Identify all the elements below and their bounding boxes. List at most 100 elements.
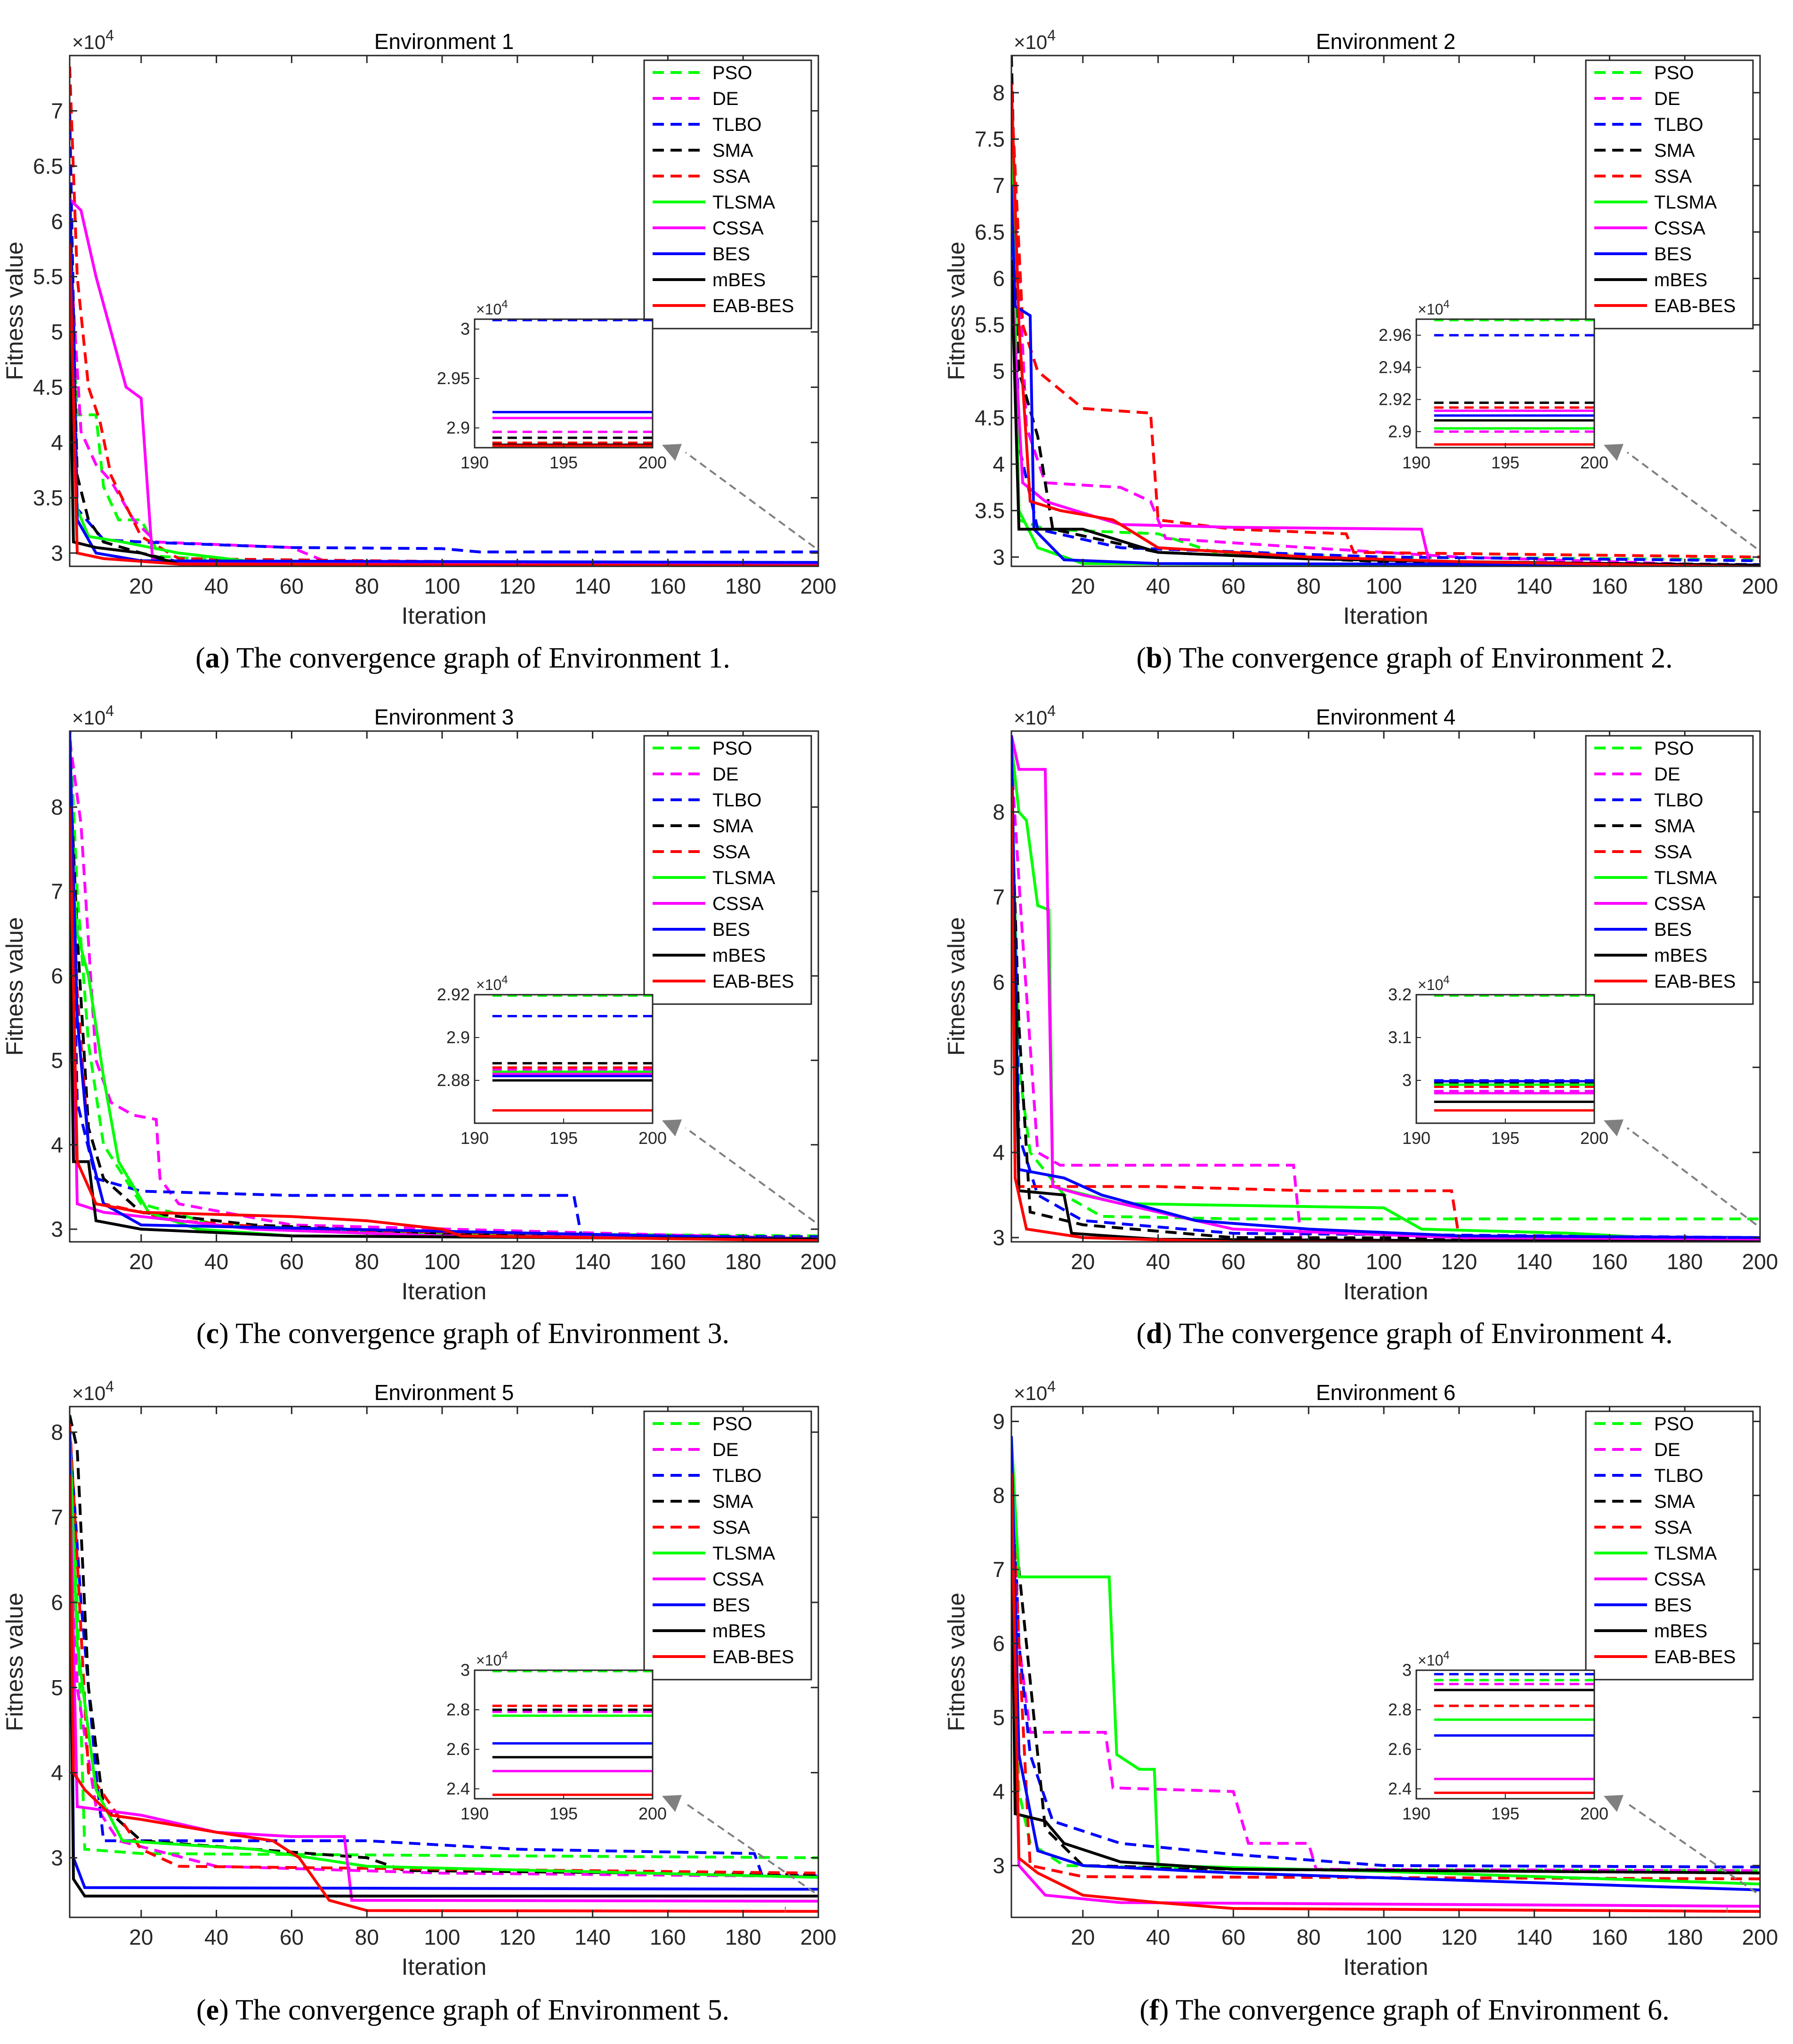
inset-exponent-label: ×104 xyxy=(476,1649,508,1669)
x-tick-label: 20 xyxy=(1071,574,1095,598)
legend-label: DE xyxy=(1654,89,1680,109)
x-tick-label: 200 xyxy=(800,574,837,598)
y-tick-label: 7 xyxy=(51,98,63,123)
y-exponent-label: ×104 xyxy=(72,1378,114,1404)
series-line-cssa xyxy=(70,1474,818,1903)
y-tick-label: 3 xyxy=(993,545,1005,569)
y-tick-label: 6.5 xyxy=(975,220,1005,244)
chart-title: Environment 6 xyxy=(1316,1380,1456,1405)
inset-zoom: 190 195 200 2.9 2.95 3 ×104 xyxy=(437,298,667,472)
inset-x-tick-label: 200 xyxy=(1580,1128,1608,1148)
y-exponent-power: 4 xyxy=(1047,1378,1056,1395)
y-tick-label: 3 xyxy=(51,541,63,565)
x-tick-label: 40 xyxy=(1146,1249,1170,1274)
y-tick-label: 7 xyxy=(993,885,1005,909)
y-tick-label: 6 xyxy=(51,964,63,988)
legend-label: BES xyxy=(712,919,750,940)
x-tick-label: 40 xyxy=(204,1249,228,1274)
zoom-arrowhead xyxy=(1604,1119,1623,1136)
legend-label: TLBO xyxy=(1654,114,1703,135)
inset-x-tick-label: 195 xyxy=(1491,453,1519,472)
legend-label: EAB-BES xyxy=(1654,296,1736,316)
inset-y-tick-label: 2.6 xyxy=(1388,1739,1412,1759)
series-line-ssa xyxy=(1011,1458,1760,1881)
y-tick-label: 8 xyxy=(993,800,1005,824)
panel-caption: (e) The convergence graph of Environment… xyxy=(196,1994,729,2026)
y-exponent-label: ×104 xyxy=(1014,1378,1056,1404)
y-tick-label: 3.5 xyxy=(975,499,1005,523)
chart-panel-1: 20 40 60 80 100 120 140 160 180 200 3 3.5 4 4.5 5 5.5 6 6… xyxy=(1,27,836,674)
legend-label: DE xyxy=(712,1440,739,1460)
inset-x-tick-label: 200 xyxy=(638,1128,667,1148)
series-line-tlbo xyxy=(70,731,818,1239)
legend-label: CSSA xyxy=(712,1569,764,1590)
series-line-sma xyxy=(70,188,818,566)
y-tick-label: 3 xyxy=(993,1225,1005,1250)
legend-label: EAB-BES xyxy=(1654,971,1736,992)
inset-y-tick-label: 3.2 xyxy=(1388,985,1412,1004)
y-tick-label: 4 xyxy=(993,452,1005,476)
caption-text: The convergence graph of Environment 4. xyxy=(1172,1318,1672,1350)
legend-box xyxy=(643,735,812,1005)
inset-background xyxy=(475,319,653,448)
legend-label: mBES xyxy=(1654,945,1707,966)
x-tick-label: 160 xyxy=(1591,574,1628,598)
series-line-bes xyxy=(70,731,818,1241)
y-tick-label: 4 xyxy=(993,1779,1005,1804)
y-tick-label: 5 xyxy=(51,320,63,344)
y-tick-label: 5 xyxy=(993,1705,1005,1730)
inset-y-tick-label: 2.6 xyxy=(446,1739,470,1759)
legend-label: CSSA xyxy=(1654,1569,1705,1590)
inset-x-tick-label: 200 xyxy=(638,453,667,472)
legend-label: PSO xyxy=(1654,738,1694,759)
x-tick-label: 160 xyxy=(1591,1249,1628,1274)
legend: PSO DE TLBO SMA SSA TLSMA CSSA BES mBES EAB-BES xyxy=(1585,1410,1754,1681)
inset-y-tick-label: 3 xyxy=(460,1660,470,1680)
inset-x-tick-label: 195 xyxy=(549,1128,578,1148)
inset-x-tick-label: 200 xyxy=(638,1804,667,1823)
x-tick-label: 120 xyxy=(1441,1249,1477,1274)
x-tick-label: 140 xyxy=(574,1249,611,1274)
y-axis-label: Fitness value xyxy=(943,1593,969,1731)
zoom-arrowhead xyxy=(1604,444,1623,461)
x-axis-label: Iteration xyxy=(1343,1954,1429,1980)
y-tick-label: 3 xyxy=(51,1217,63,1241)
y-exponent-base: ×10 xyxy=(72,1382,105,1404)
legend-label: mBES xyxy=(712,1621,766,1642)
x-tick-label: 200 xyxy=(1742,1925,1778,1949)
inset-x-tick-label: 190 xyxy=(460,453,489,472)
y-tick-label: 7 xyxy=(51,1505,63,1529)
series-line-eab-bes xyxy=(70,807,818,1242)
legend-label: PSO xyxy=(712,63,752,83)
inset-y-tick-label: 2.94 xyxy=(1379,357,1412,377)
chart-title: Environment 5 xyxy=(374,1380,514,1405)
x-tick-label: 80 xyxy=(355,574,379,598)
legend: PSO DE TLBO SMA SSA TLSMA CSSA BES mBES EAB-BES xyxy=(1585,59,1754,330)
caption-letter: b xyxy=(1146,642,1162,674)
x-axis-label: Iteration xyxy=(402,1954,487,1980)
y-axis-label: Fitness value xyxy=(1,917,28,1056)
legend-label: mBES xyxy=(712,270,766,290)
x-tick-label: 140 xyxy=(574,1925,611,1949)
caption-letter: d xyxy=(1146,1318,1162,1350)
inset-y-tick-label: 2.4 xyxy=(1388,1779,1412,1798)
x-tick-label: 180 xyxy=(725,1249,761,1274)
y-tick-label: 5 xyxy=(51,1048,63,1072)
inset-x-tick-label: 200 xyxy=(1580,1804,1608,1823)
x-tick-label: 100 xyxy=(424,574,460,598)
inset-y-tick-label: 2.4 xyxy=(446,1779,470,1798)
x-tick-label: 60 xyxy=(280,1249,304,1274)
legend-label: TLSMA xyxy=(1654,868,1717,888)
x-tick-label: 140 xyxy=(1516,1925,1552,1949)
legend-label: SMA xyxy=(712,816,753,837)
x-tick-label: 80 xyxy=(1297,1925,1321,1949)
legend-label: EAB-BES xyxy=(712,971,794,992)
x-tick-label: 140 xyxy=(1516,1249,1552,1274)
inset-background xyxy=(1416,995,1594,1123)
y-exponent-base: ×10 xyxy=(72,707,105,729)
x-tick-label: 160 xyxy=(650,1925,686,1949)
y-exponent-power: 4 xyxy=(105,702,114,719)
